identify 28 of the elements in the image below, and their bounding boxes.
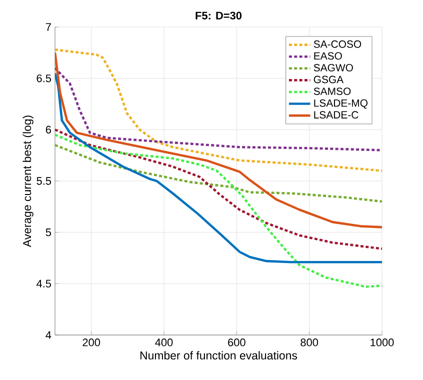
y-axis-title: Average current best (log) xyxy=(22,116,34,248)
x-tick-label: 400 xyxy=(155,338,173,346)
x-axis-title: Number of function evaluations xyxy=(140,351,298,360)
line-series xyxy=(55,128,382,250)
y-tick-label: 7 xyxy=(46,23,51,31)
y-tick-label: 5 xyxy=(46,228,52,236)
x-tick-label: 800 xyxy=(300,338,318,346)
chart-title: F5: D=30 xyxy=(196,12,242,20)
x-tick-label: 200 xyxy=(82,338,100,346)
x-tick-label: 600 xyxy=(228,338,246,346)
line-series xyxy=(55,52,382,228)
line-series xyxy=(55,134,382,288)
legend-label: EASO xyxy=(314,52,342,60)
legend-label: SAMSO xyxy=(314,88,351,95)
legend-label: LSADE-C xyxy=(314,111,358,119)
y-tick-label: 4 xyxy=(46,331,52,339)
legend-label: LSADE-MQ xyxy=(314,99,368,109)
x-tick-label: 1000 xyxy=(370,338,394,346)
line-series xyxy=(55,144,382,203)
y-tick-label: 6 xyxy=(46,126,51,134)
y-tick-label: 6.5 xyxy=(36,74,52,82)
line-series xyxy=(55,48,382,172)
legend-label: GSGA xyxy=(314,76,344,84)
legend-label: SA-COSO xyxy=(314,40,362,48)
line-series xyxy=(55,72,382,264)
legend-label: SAGWO xyxy=(314,64,353,72)
y-tick-label: 5.5 xyxy=(36,177,52,185)
y-tick-label: 4.5 xyxy=(36,280,52,288)
